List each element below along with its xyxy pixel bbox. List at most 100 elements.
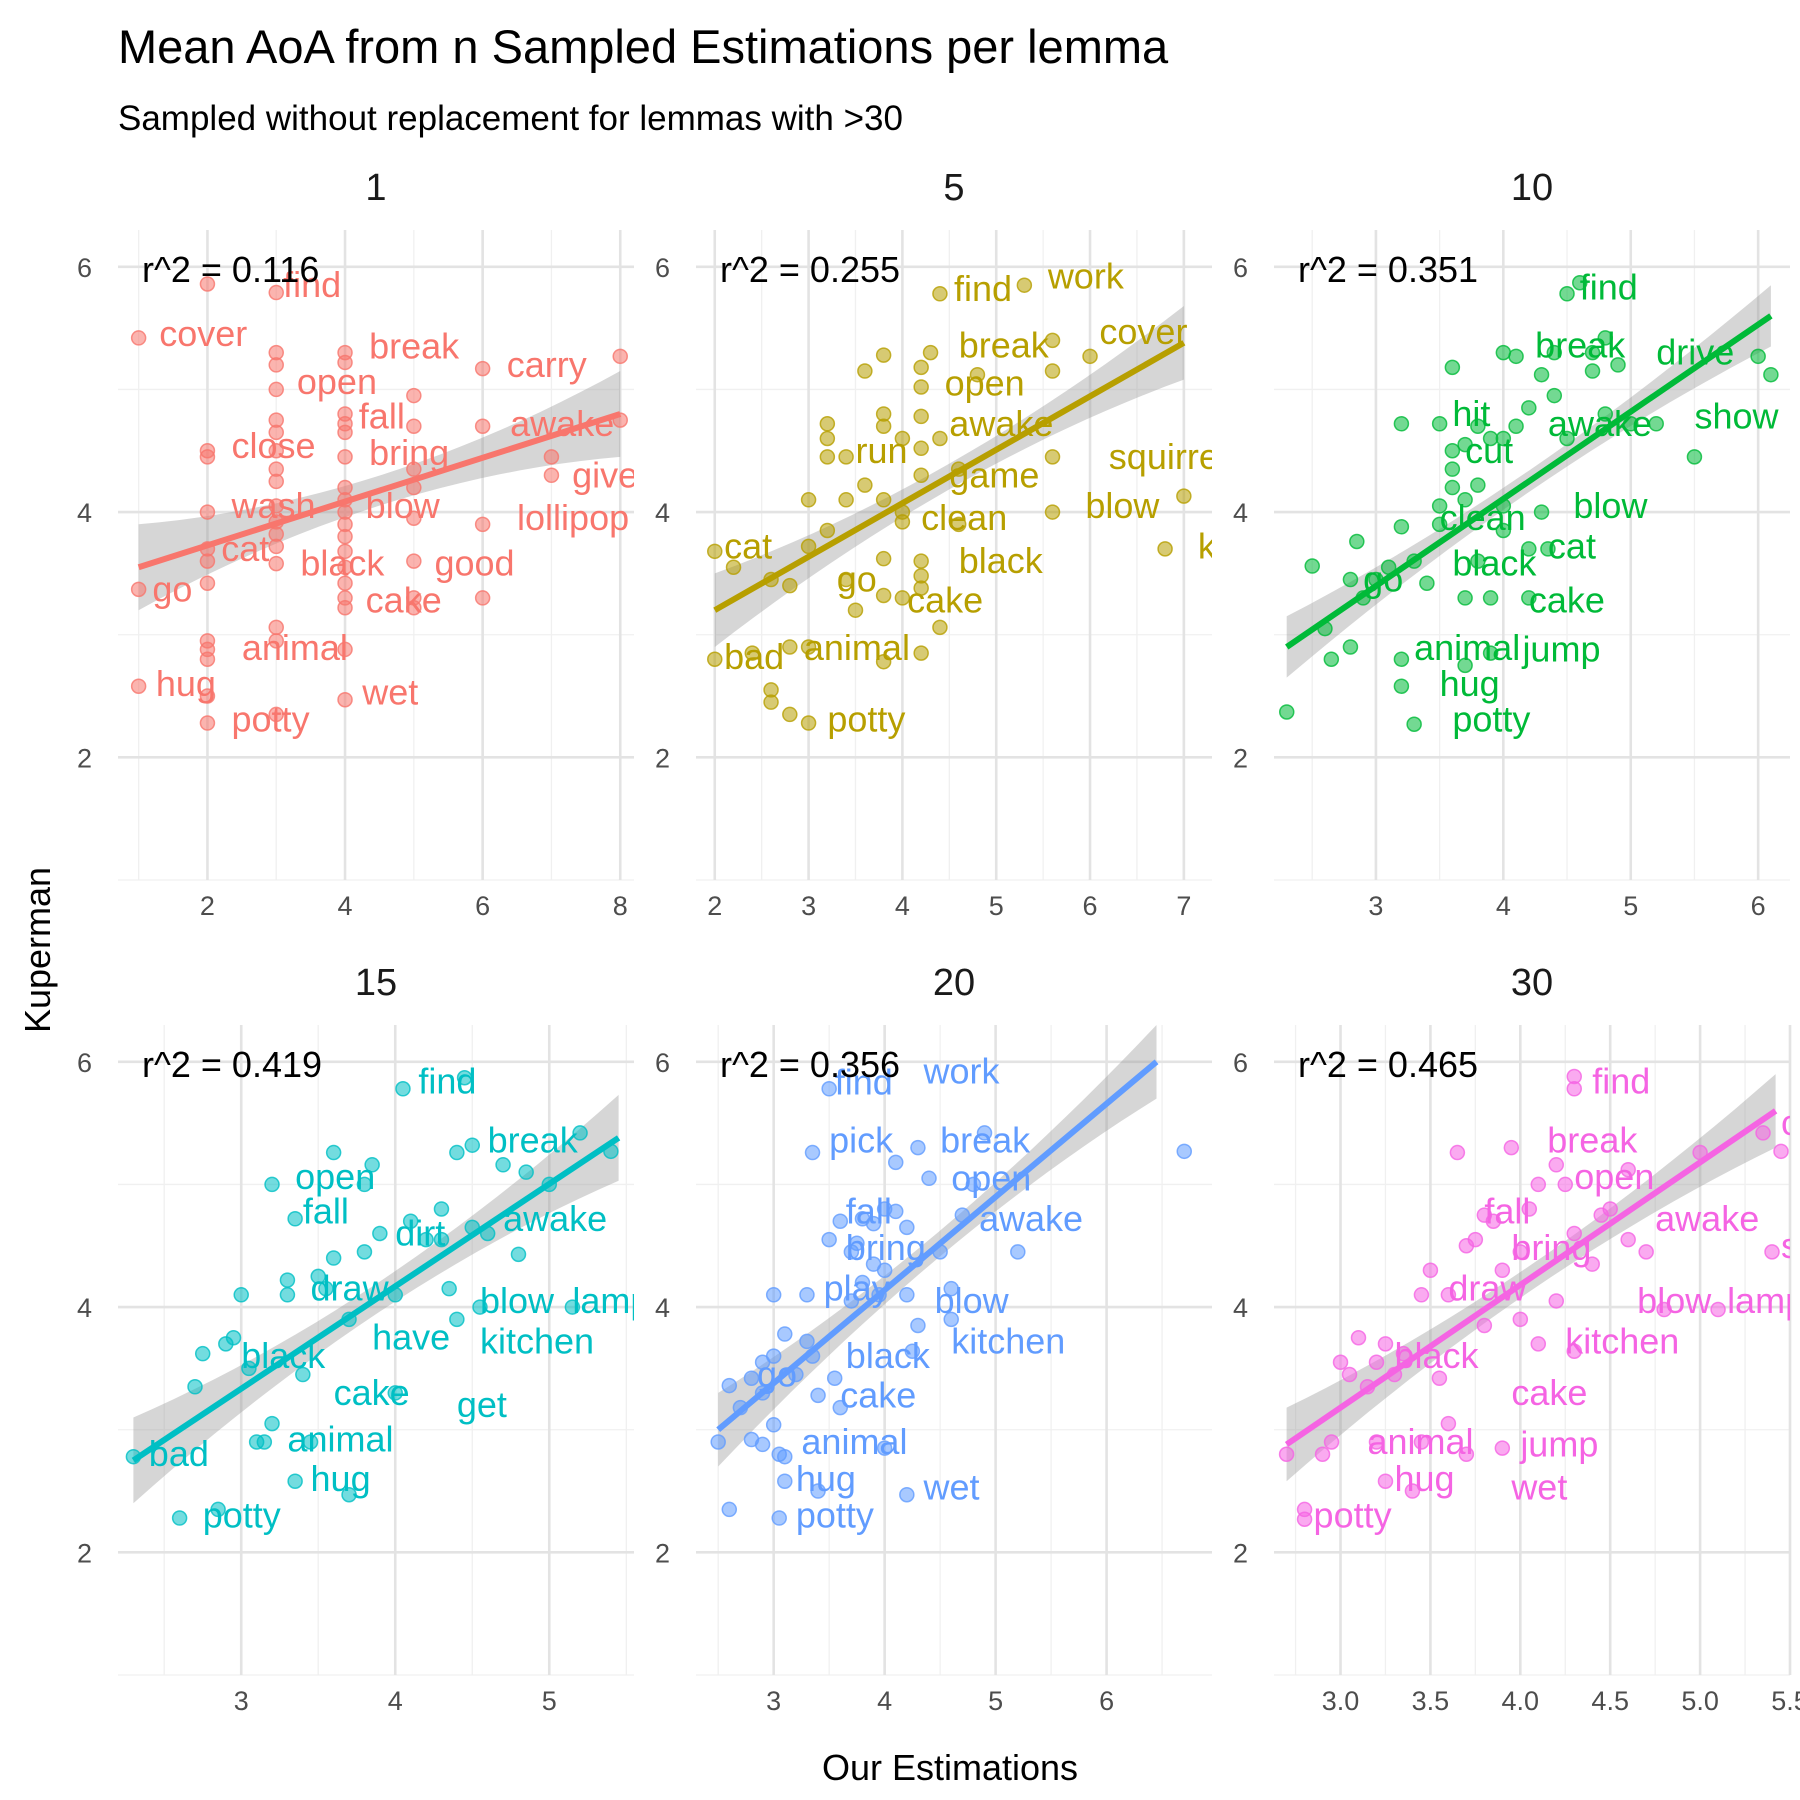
word-label: cat — [724, 525, 772, 566]
data-point — [1495, 430, 1512, 447]
data-point — [295, 1366, 311, 1383]
data-point — [899, 1287, 915, 1303]
word-label: bad — [724, 636, 784, 677]
word-label: blow — [935, 1280, 1010, 1321]
data-point — [1495, 344, 1512, 361]
data-point — [838, 571, 854, 588]
data-point — [819, 430, 836, 447]
x-tick-label: 4 — [895, 891, 910, 921]
word-label: cake — [907, 579, 983, 620]
regression-line — [1285, 313, 1773, 650]
data-point — [838, 449, 854, 465]
data-point — [969, 366, 986, 383]
data-point — [799, 1333, 815, 1350]
data-point — [1755, 1125, 1771, 1141]
word-label: draw — [1448, 1268, 1527, 1309]
word-label: potty — [203, 1495, 281, 1536]
y-tick-label: 6 — [1233, 1048, 1248, 1078]
data-point — [1648, 416, 1664, 432]
word-label: cake — [840, 1374, 916, 1415]
data-point — [875, 418, 892, 434]
word-label: break — [959, 324, 1050, 365]
data-point — [1342, 639, 1359, 655]
word-label: cat — [1548, 525, 1596, 566]
word-label: fall — [846, 1190, 892, 1231]
word-label: go — [837, 559, 877, 600]
regression-line — [1284, 1108, 1778, 1447]
word-label: blow — [480, 1280, 555, 1321]
x-tick-label: 4 — [338, 891, 353, 921]
data-point — [510, 1246, 527, 1263]
data-point — [899, 1219, 915, 1236]
word-label: dirt — [395, 1212, 445, 1253]
data-point — [1419, 575, 1435, 591]
data-point — [1393, 519, 1410, 535]
x-axis-title: Our Estimations — [822, 1747, 1078, 1788]
data-point — [1622, 416, 1639, 432]
word-label: potty — [1452, 698, 1530, 739]
data-point — [1440, 1287, 1457, 1303]
data-point — [1393, 678, 1410, 694]
data-point — [268, 424, 284, 441]
data-point — [1393, 651, 1410, 667]
data-point — [810, 1483, 826, 1499]
word-label: show — [1781, 1225, 1800, 1266]
data-point — [495, 1157, 511, 1173]
regression-line — [713, 340, 1186, 613]
data-point — [1395, 1345, 1412, 1362]
word-label: hug — [311, 1458, 371, 1499]
data-point — [913, 580, 929, 596]
data-point — [287, 1473, 303, 1489]
data-point — [765, 1348, 782, 1364]
data-point — [1341, 1366, 1358, 1383]
data-point — [1332, 1354, 1349, 1371]
data-point — [875, 653, 892, 670]
data-point — [832, 1399, 849, 1416]
data-point — [857, 477, 873, 493]
word-label: awake — [949, 403, 1053, 444]
data-point — [1467, 1231, 1484, 1248]
data-point — [1304, 558, 1320, 574]
data-point — [932, 430, 948, 447]
data-point — [913, 440, 929, 457]
data-point — [1457, 657, 1473, 674]
data-point — [1314, 1446, 1331, 1462]
data-point — [943, 1280, 959, 1297]
word-label: find — [418, 1060, 476, 1101]
data-point — [1566, 1081, 1583, 1097]
y-tick-label: 4 — [77, 1293, 92, 1323]
data-point — [1597, 406, 1614, 422]
data-point — [1431, 1370, 1448, 1386]
data-point — [894, 430, 911, 447]
word-label: cat — [221, 528, 269, 569]
word-label: blow — [1573, 485, 1648, 526]
data-point — [1610, 357, 1626, 373]
data-point — [965, 1176, 982, 1193]
y-tick-label: 2 — [1233, 1538, 1248, 1568]
data-point — [875, 492, 892, 508]
word-label: cover — [159, 313, 247, 354]
data-point — [337, 691, 353, 708]
data-point — [302, 1434, 319, 1450]
word-label: animal — [801, 1421, 907, 1462]
panel-10: 2 4 6 3 4 5 6 10 find break drive hit awake show cut cl… — [1233, 167, 1790, 921]
data-point — [707, 651, 723, 667]
data-point — [913, 467, 929, 484]
data-point — [310, 1268, 326, 1285]
data-point — [1566, 1343, 1583, 1359]
word-label: jump — [1521, 628, 1600, 669]
x-tick-label: 5.0 — [1681, 1686, 1719, 1716]
y-tick-label: 6 — [655, 253, 670, 283]
data-point — [337, 641, 353, 658]
data-point — [1457, 590, 1473, 606]
word-label: hit — [1452, 393, 1490, 434]
y-tick-label: 6 — [77, 1048, 92, 1078]
x-tick-label: 3 — [234, 1686, 249, 1716]
word-label: kitchen — [1565, 1320, 1679, 1361]
word-label: run — [855, 430, 907, 471]
y-tick-label: 4 — [655, 1293, 670, 1323]
data-point — [721, 1501, 738, 1518]
word-label: cover — [1781, 1102, 1800, 1143]
data-point — [268, 284, 284, 301]
